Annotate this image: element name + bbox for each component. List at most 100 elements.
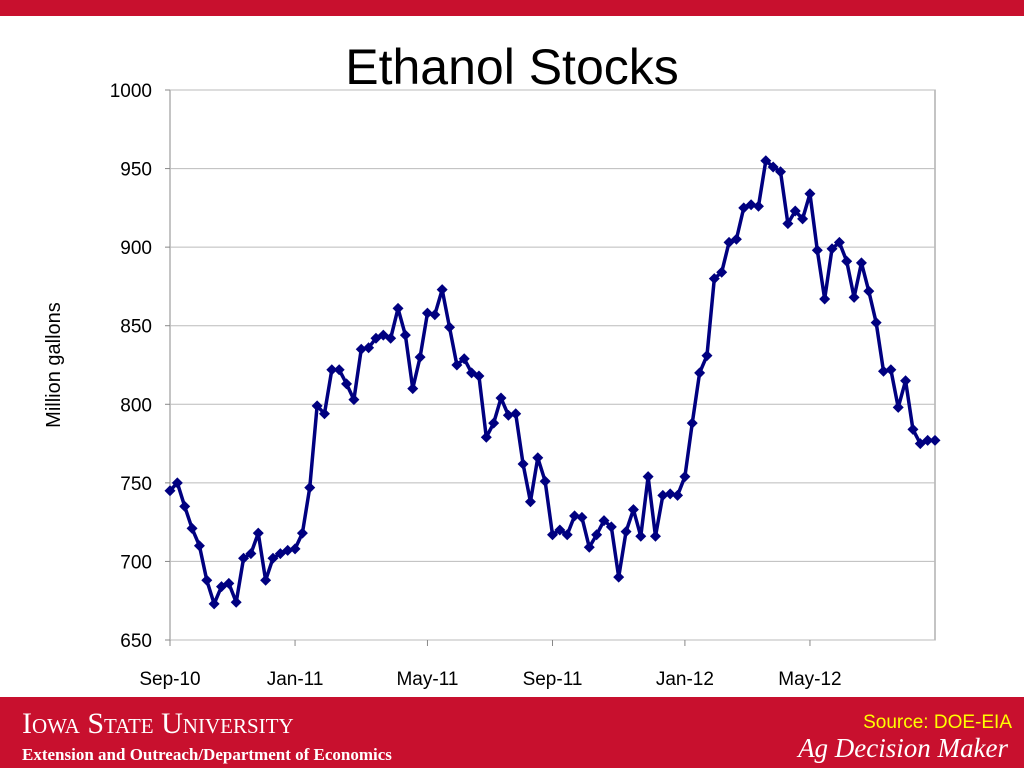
- marker: [811, 244, 823, 256]
- marker: [385, 332, 397, 344]
- marker: [407, 383, 419, 395]
- marker: [524, 496, 536, 508]
- marker: [627, 504, 639, 516]
- marker: [318, 408, 330, 420]
- marker: [797, 213, 809, 225]
- marker: [922, 434, 934, 446]
- x-tick-label: May-11: [396, 669, 458, 690]
- marker: [561, 529, 573, 541]
- marker: [892, 401, 904, 413]
- marker: [635, 530, 647, 542]
- chart-title: Ethanol Stocks: [345, 39, 679, 95]
- marker: [708, 273, 720, 285]
- marker: [296, 527, 308, 539]
- source: Source: DOE-EIA: [863, 712, 1012, 733]
- marker: [444, 321, 456, 333]
- marker: [591, 529, 603, 541]
- marker: [179, 500, 191, 512]
- marker: [355, 343, 367, 355]
- footer-band: [0, 697, 1024, 768]
- marker: [686, 417, 698, 429]
- marker: [826, 243, 838, 255]
- top-band: [0, 0, 1024, 16]
- x-tick-label: May-12: [778, 669, 841, 690]
- marker: [701, 350, 713, 362]
- marker: [193, 540, 205, 552]
- marker: [429, 309, 441, 321]
- marker: [730, 233, 742, 245]
- marker: [532, 452, 544, 464]
- y-tick-label: 700: [120, 552, 152, 573]
- marker: [458, 353, 470, 365]
- marker: [473, 370, 485, 382]
- marker: [311, 400, 323, 412]
- marker: [782, 218, 794, 230]
- marker: [878, 365, 890, 377]
- marker: [399, 329, 411, 341]
- marker: [238, 552, 250, 564]
- marker: [208, 598, 220, 610]
- marker: [547, 529, 558, 541]
- marker: [745, 199, 757, 211]
- marker: [789, 205, 801, 217]
- y-tick-label: 850: [120, 317, 152, 338]
- marker: [775, 166, 787, 178]
- y-tick-label: 950: [120, 160, 152, 181]
- marker: [672, 489, 684, 501]
- brand: Ag Decision Maker: [796, 733, 1008, 763]
- y-tick-label: 900: [120, 238, 152, 259]
- marker: [245, 548, 257, 560]
- marker: [605, 521, 617, 533]
- marker: [186, 522, 198, 534]
- marker: [848, 291, 860, 303]
- x-tick-label: Jan-11: [267, 669, 324, 690]
- marker: [517, 458, 529, 470]
- marker: [885, 364, 897, 376]
- x-tick-label: Jan-12: [656, 669, 714, 690]
- university-name: Iowa State University: [22, 707, 294, 740]
- marker: [664, 488, 676, 500]
- marker: [841, 255, 853, 267]
- marker: [716, 266, 728, 278]
- marker: [554, 524, 566, 536]
- marker: [657, 489, 669, 501]
- marker: [230, 596, 242, 608]
- marker: [201, 574, 213, 586]
- marker: [223, 577, 235, 589]
- marker: [304, 482, 316, 494]
- y-tick-label: 750: [120, 474, 152, 495]
- marker: [649, 530, 661, 542]
- marker: [171, 477, 183, 489]
- marker: [252, 527, 264, 539]
- marker: [436, 284, 448, 296]
- marker: [363, 342, 375, 354]
- marker: [863, 285, 875, 297]
- y-tick-label: 650: [120, 631, 152, 652]
- marker: [760, 155, 772, 167]
- marker: [907, 423, 919, 435]
- marker: [679, 471, 691, 483]
- marker: [495, 392, 507, 404]
- marker: [576, 511, 588, 523]
- marker: [282, 544, 294, 556]
- department: Extension and Outreach/Department of Eco…: [22, 745, 392, 764]
- marker: [260, 574, 272, 586]
- marker: [488, 417, 500, 429]
- marker: [598, 515, 610, 527]
- marker: [870, 317, 882, 329]
- marker: [480, 431, 492, 443]
- marker: [752, 200, 764, 212]
- marker: [348, 394, 360, 406]
- marker: [164, 485, 176, 497]
- marker: [451, 359, 463, 371]
- marker: [620, 526, 632, 538]
- marker: [642, 471, 654, 483]
- marker: [569, 510, 581, 522]
- marker: [819, 293, 831, 305]
- marker: [767, 161, 779, 173]
- marker: [267, 552, 279, 564]
- marker: [326, 364, 338, 376]
- marker: [929, 434, 941, 446]
